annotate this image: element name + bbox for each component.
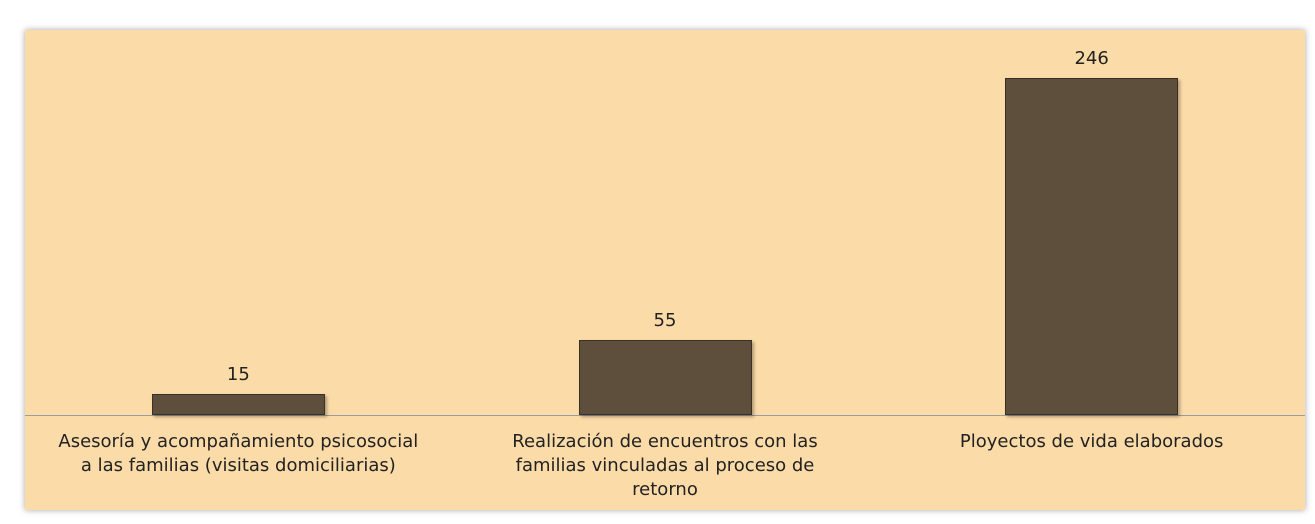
value-label: 55 xyxy=(653,309,677,331)
chart: Asesoría y acompañamiento psicosocial a … xyxy=(25,30,1305,510)
bar xyxy=(151,394,325,415)
bar xyxy=(578,339,752,415)
value-label: 246 xyxy=(1074,48,1109,69)
value-label: 15 xyxy=(226,364,250,386)
baseline xyxy=(25,415,1305,416)
x-tick-label: Realización de encuentros con las famili… xyxy=(512,431,818,500)
x-tick-label: Ployectos de vida elaborados xyxy=(959,431,1224,452)
x-tick-label: Asesoría y acompañamiento psicosocial a … xyxy=(58,431,419,476)
bar xyxy=(1005,78,1179,415)
